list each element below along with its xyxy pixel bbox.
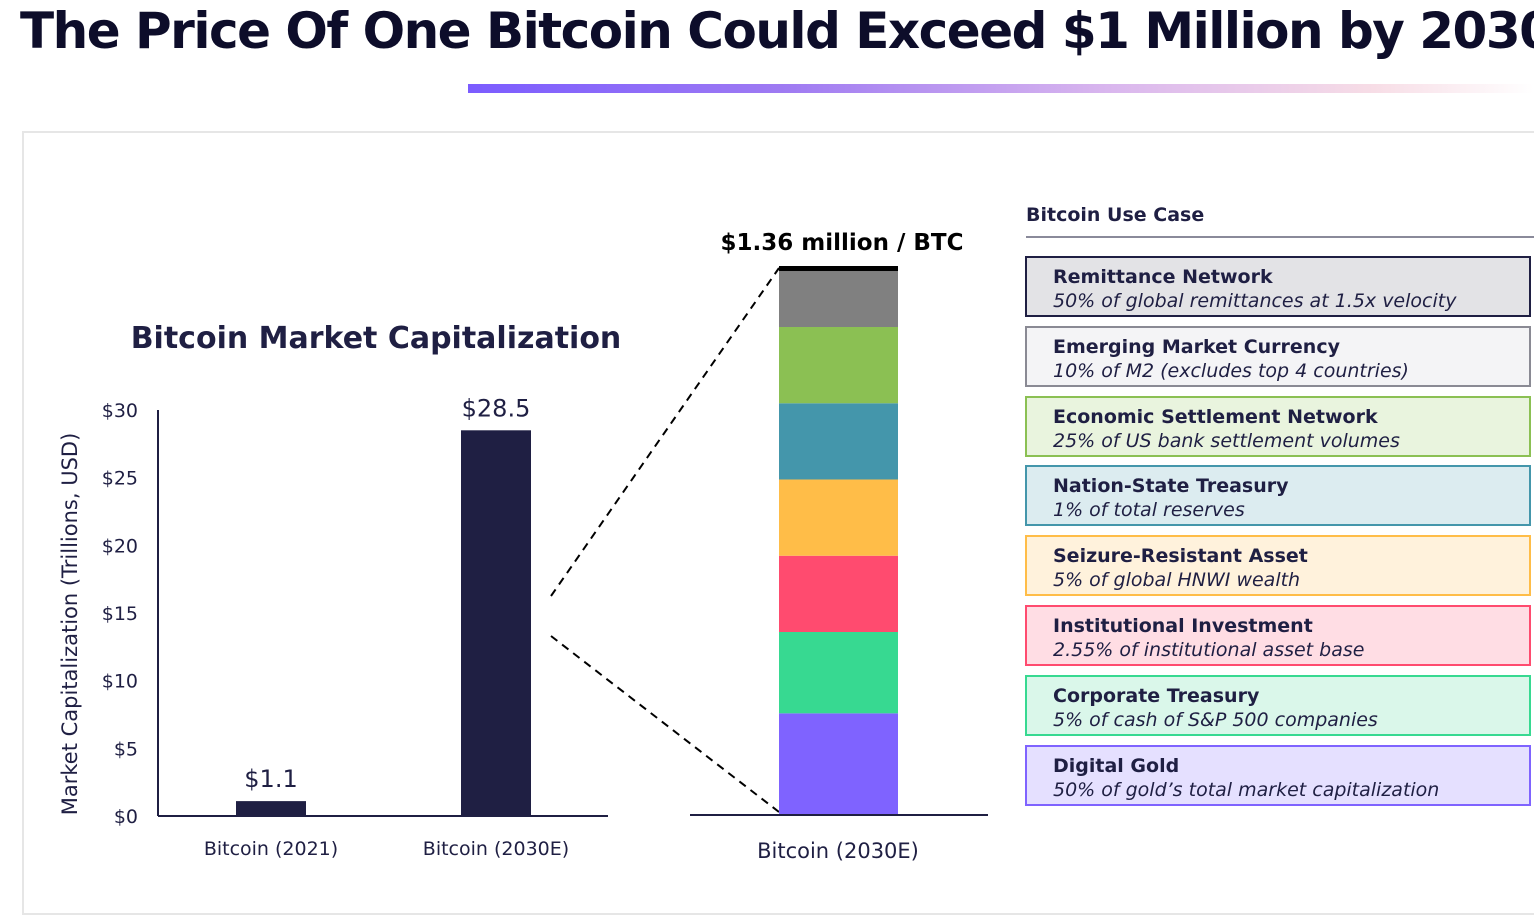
legend-item-title: Corporate Treasury (1053, 685, 1260, 707)
stack-segment (779, 327, 898, 404)
y-tick-label: $30 (102, 400, 138, 422)
market-cap-bar (236, 801, 306, 816)
headline-gradient-bar (468, 84, 1534, 93)
market-cap-chart-title: Bitcoin Market Capitalization (131, 321, 622, 356)
y-tick-label: $25 (102, 468, 138, 490)
x-category-label: Bitcoin (2021) (204, 838, 338, 860)
stack-segment (779, 403, 898, 480)
legend-item-title: Seizure-Resistant Asset (1053, 545, 1308, 567)
legend-item-subtitle: 2.55% of institutional asset base (1053, 639, 1365, 661)
legend-item: Emerging Market Currency 10% of M2 (exclu… (1025, 326, 1531, 387)
stack-segment (779, 479, 898, 556)
legend-item: Seizure-Resistant Asset 5% of global HNWI… (1025, 535, 1531, 596)
chart-panel (22, 131, 1534, 915)
legend-header: Bitcoin Use Case (1026, 204, 1205, 226)
bar-data-label: $1.1 (244, 765, 297, 793)
legend-item-subtitle: 5% of global HNWI wealth (1053, 569, 1301, 591)
legend-item-title: Emerging Market Currency (1053, 336, 1340, 358)
zoom-connector-bottom (550, 635, 780, 813)
price-per-btc-label: $1.36 million / BTC (721, 230, 964, 256)
legend-item-title: Nation-State Treasury (1053, 475, 1289, 497)
legend-item: Remittance Network 50% of global remittan… (1025, 256, 1531, 317)
legend-item-subtitle: 10% of M2 (excludes top 4 countries) (1053, 360, 1409, 382)
y-tick-label: $10 (102, 671, 138, 693)
legend-item-subtitle: 5% of cash of S&P 500 companies (1053, 709, 1378, 731)
use-case-stacked-bar (779, 266, 898, 815)
legend-item-subtitle: 1% of total reserves (1053, 499, 1245, 521)
legend-divider (1026, 236, 1534, 238)
legend-item: Institutional Investment 2.55% of institu… (1025, 605, 1531, 666)
stack-segment (779, 555, 898, 632)
legend-item-title: Digital Gold (1053, 755, 1180, 777)
legend-item: Corporate Treasury 5% of cash of S&P 500 … (1025, 675, 1531, 736)
y-tick-label: $0 (114, 806, 138, 828)
y-tick-label: $5 (114, 738, 138, 760)
legend-item: Nation-State Treasury 1% of total reserve… (1025, 465, 1531, 526)
y-axis-label: Market Capitalization (Trillions, USD) (58, 433, 82, 816)
legend-item: Digital Gold 50% of gold’s total market c… (1025, 745, 1531, 806)
legend-item-subtitle: 25% of US bank settlement volumes (1053, 430, 1400, 452)
x-category-label: Bitcoin (2030E) (423, 838, 569, 860)
legend-item-subtitle: 50% of gold’s total market capitalizatio… (1053, 779, 1440, 801)
legend-item-subtitle: 50% of global remittances at 1.5x veloci… (1053, 290, 1457, 312)
market-cap-bars: $1.1 Bitcoin (2021) $28.5 Bitcoin (2030E) (204, 394, 569, 860)
stack-segment (779, 271, 898, 327)
market-cap-bar (461, 430, 531, 816)
stack-segment (779, 632, 898, 714)
legend-item-title: Remittance Network (1053, 266, 1273, 288)
legend-item-title: Institutional Investment (1053, 615, 1313, 637)
y-tick-label: $20 (102, 535, 138, 557)
y-axis-ticks: $0 $5 $10 $15 $20 $25 $30 (102, 400, 138, 828)
legend-item: Economic Settlement Network 25% of US ban… (1025, 396, 1531, 457)
bar-data-label: $28.5 (462, 394, 531, 422)
stack-segment (779, 266, 898, 272)
stack-category-label: Bitcoin (2030E) (757, 839, 919, 863)
zoom-connector-top (550, 267, 780, 597)
page-headline: The Price Of One Bitcoin Could Exceed $1… (20, 2, 1534, 60)
stack-segment (779, 713, 898, 815)
y-tick-label: $15 (102, 603, 138, 625)
legend-item-title: Economic Settlement Network (1053, 406, 1378, 428)
